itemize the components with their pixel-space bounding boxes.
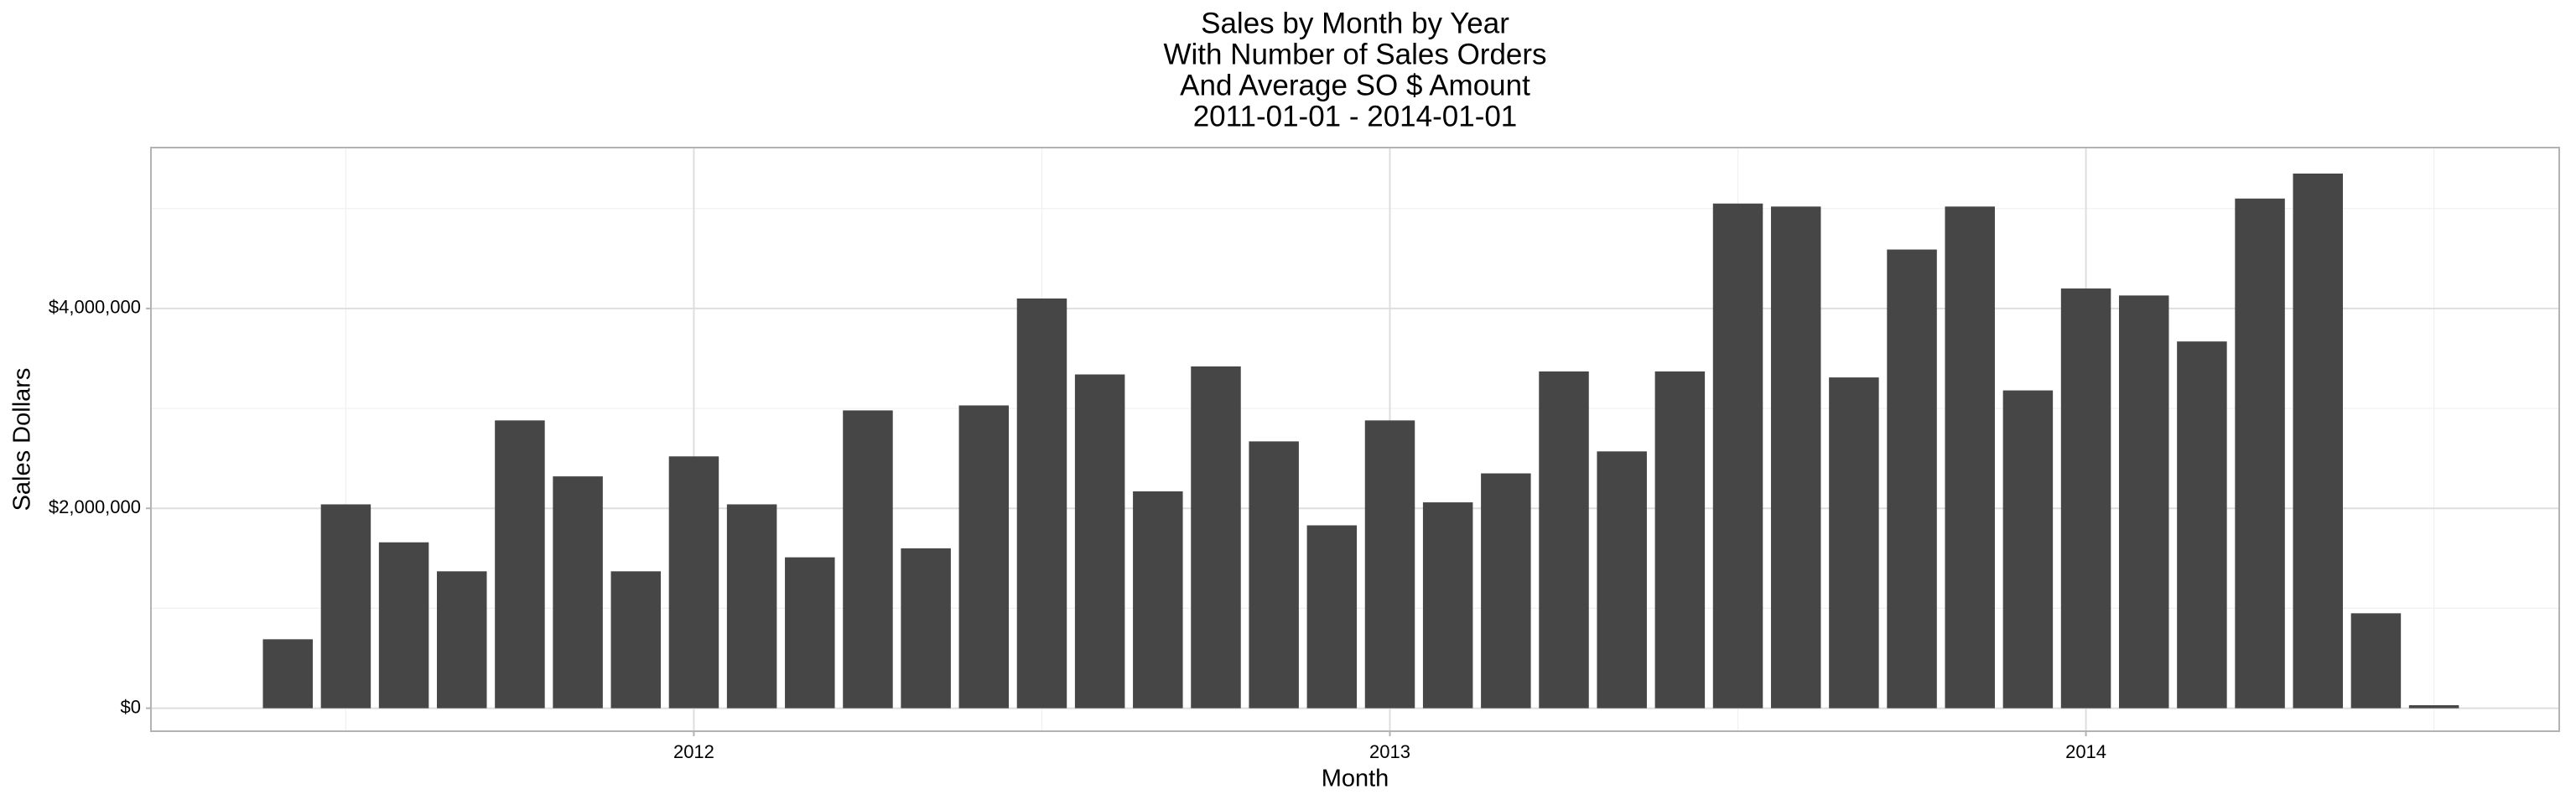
- bar: [668, 456, 719, 709]
- bar: [958, 405, 1010, 709]
- bar: [1770, 206, 1821, 709]
- bar: [1597, 451, 1647, 709]
- bar: [1539, 371, 1589, 709]
- bar: [1016, 298, 1067, 709]
- bar: [1364, 420, 1415, 709]
- plot-border: [150, 147, 2560, 732]
- bar: [726, 504, 777, 709]
- bar: [1422, 502, 1473, 709]
- bar: [320, 504, 371, 709]
- y-tick-label: $4,000,000: [49, 297, 141, 318]
- bar: [2350, 613, 2402, 709]
- bar: [2235, 198, 2285, 709]
- bar: [437, 571, 487, 709]
- x-axis-title: Month: [1322, 766, 1389, 792]
- x-tick-label: 2014: [2065, 741, 2106, 762]
- bar: [1191, 366, 1241, 709]
- bar: [1829, 377, 1879, 709]
- bar: [553, 476, 603, 709]
- x-tick-label: 2013: [1369, 741, 1410, 762]
- bar: [2293, 173, 2343, 709]
- bar: [901, 548, 951, 709]
- bar: [1074, 374, 1125, 709]
- bar: [2177, 341, 2227, 709]
- bar: [1712, 203, 1763, 709]
- bar: [378, 542, 429, 709]
- bar: [262, 639, 313, 709]
- chart-title: 2011-01-01 - 2014-01-01: [1193, 100, 1518, 132]
- x-tick-label: 2012: [673, 741, 714, 762]
- y-axis-title: Sales Dollars: [9, 368, 36, 512]
- bar: [1306, 525, 1358, 709]
- bar: [2408, 705, 2459, 709]
- bar: [495, 420, 545, 709]
- bar: [843, 410, 893, 709]
- y-tick-label: $0: [121, 696, 141, 717]
- chart-title: Sales by Month by Year: [1201, 7, 1509, 39]
- chart-title: And Average SO $ Amount: [1180, 69, 1530, 101]
- bar: [1481, 473, 1531, 709]
- bar: [610, 571, 662, 709]
- bar: [1133, 491, 1183, 709]
- bar: [785, 557, 835, 709]
- bar: [1945, 206, 1995, 709]
- bar: [2002, 390, 2054, 709]
- bar: [2118, 295, 2169, 709]
- y-tick-label: $2,000,000: [49, 496, 141, 517]
- bar: [1249, 441, 1299, 709]
- bar: [1887, 249, 1937, 709]
- chart-title: With Number of Sales Orders: [1163, 38, 1546, 70]
- bar: [2060, 288, 2111, 709]
- bar: [1654, 371, 1706, 709]
